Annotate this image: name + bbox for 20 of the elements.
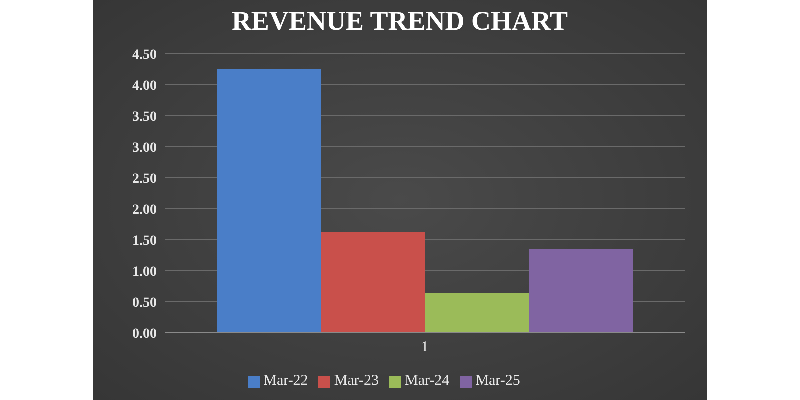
legend-label: Mar-25 [476, 373, 520, 389]
bar [425, 293, 529, 333]
bar [321, 232, 425, 333]
legend-label: Mar-24 [405, 373, 450, 389]
y-tick-label: 4.50 [132, 48, 157, 63]
y-tick-label: 3.00 [132, 140, 157, 156]
y-tick-label: 4.00 [132, 78, 157, 94]
y-tick-label: 1.50 [132, 234, 157, 249]
legend-label: Mar-23 [334, 373, 379, 389]
chart-title: REVENUE TREND CHART [230, 5, 570, 38]
y-tick-label: 1.00 [132, 264, 157, 280]
bar [529, 249, 633, 333]
legend-label: Mar-22 [264, 373, 308, 389]
y-tick-label: 3.50 [132, 110, 157, 125]
y-tick-label: 0.50 [132, 296, 157, 311]
bar [217, 70, 321, 333]
y-tick-label: 0.00 [132, 326, 157, 342]
y-tick-label: 2.00 [132, 202, 157, 218]
x-tick-label: 1 [421, 340, 429, 356]
y-tick-label: 2.50 [132, 172, 157, 187]
